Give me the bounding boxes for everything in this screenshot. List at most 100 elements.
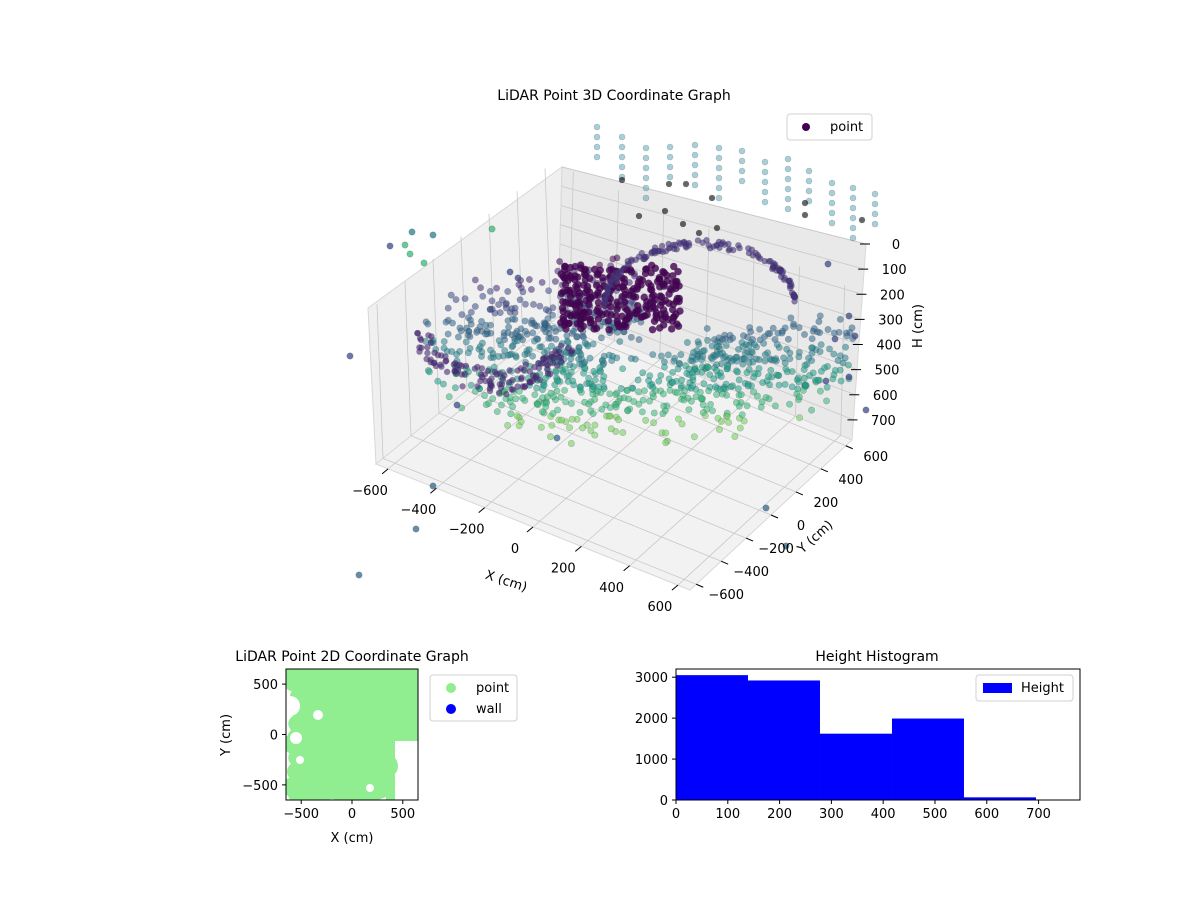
cloud-point	[718, 390, 726, 398]
cloud-point	[549, 311, 557, 319]
cloud-point	[837, 377, 845, 385]
cloud-point	[862, 406, 870, 414]
cloud-point	[706, 400, 714, 408]
cloud-point	[725, 418, 733, 426]
cloud-point	[624, 257, 632, 265]
cloud-point	[572, 282, 580, 291]
cloud-point	[820, 364, 828, 372]
cloud-point	[676, 240, 684, 248]
cloud-point	[635, 336, 643, 344]
cloud-point	[784, 175, 792, 183]
cloud-point	[488, 225, 496, 233]
cloud-point	[679, 220, 687, 228]
cloud-point	[543, 347, 551, 355]
cloud-point	[576, 408, 584, 416]
cloud-point	[659, 390, 667, 398]
cloud-point	[545, 287, 553, 295]
cloud-point	[593, 123, 601, 131]
cloud-point	[734, 368, 742, 376]
scatter-point-2d	[347, 731, 363, 747]
scatter-point-2d	[300, 781, 316, 797]
cloud-point	[795, 324, 803, 332]
cloud-point	[530, 372, 537, 379]
cloud-point	[462, 338, 470, 346]
cloud-point	[452, 296, 460, 304]
cloud-point	[467, 308, 475, 316]
cloud-point	[808, 406, 816, 414]
cloud-point	[808, 335, 816, 343]
cloud-point	[629, 284, 638, 293]
cloud-point	[731, 433, 739, 441]
cloud-point	[740, 417, 748, 425]
cloud-point	[590, 367, 598, 375]
cloud-point	[662, 439, 670, 447]
axes-2d: −500 0 500 −500 0 500	[242, 678, 415, 822]
cloud-point	[533, 335, 541, 343]
cloud-point	[788, 368, 796, 376]
cloud-point	[554, 377, 562, 385]
cloud-point	[728, 357, 736, 365]
cloud-point	[573, 333, 581, 341]
cloud-point	[632, 307, 641, 315]
cloud-point	[506, 351, 514, 359]
cloud-point	[586, 315, 594, 324]
cloud-point	[527, 319, 535, 327]
cloud-point	[745, 341, 753, 349]
cloud-point	[596, 364, 604, 372]
cloud-point	[709, 407, 717, 415]
cloud-point	[736, 424, 744, 432]
z-tick-label-3d: 700	[871, 414, 896, 429]
cloud-point	[586, 354, 594, 362]
cloud-point	[697, 394, 705, 402]
cloud-point	[784, 155, 792, 163]
cloud-point	[581, 364, 589, 372]
cloud-point	[650, 317, 659, 326]
y-tick-label-3d: 600	[863, 450, 888, 465]
cloud-point	[648, 325, 657, 334]
cloud-point	[442, 353, 449, 360]
cloud-point	[591, 376, 599, 384]
cloud-point	[504, 287, 512, 295]
cloud-point	[429, 482, 437, 490]
cloud-point	[690, 433, 698, 441]
gap	[395, 741, 418, 800]
cloud-point	[512, 330, 520, 338]
scatter-point-2d	[319, 786, 333, 800]
cloud-point	[708, 194, 716, 202]
chart-histogram: Height Histogram 0 100 200 300 400 500 600 7000…	[635, 649, 1081, 822]
cloud-point	[514, 367, 521, 374]
cloud-point	[464, 331, 472, 339]
cloud-point	[706, 371, 714, 379]
cloud-point	[487, 346, 495, 354]
y-tick-label-2d: 0	[270, 729, 278, 744]
cloud-point	[738, 411, 746, 419]
cloud-point	[618, 163, 626, 171]
cloud-point	[509, 403, 517, 411]
cloud-point	[744, 382, 752, 390]
cloud-point	[758, 398, 766, 406]
cloud-point	[665, 180, 673, 188]
cloud-point	[669, 368, 677, 376]
cloud-point	[617, 267, 625, 275]
cloud-point	[765, 395, 773, 403]
cloud-point	[538, 278, 546, 286]
cloud-point	[478, 317, 486, 325]
scatter-point-2d	[329, 774, 343, 788]
cloud-point	[689, 382, 697, 390]
cloud-point	[577, 324, 585, 333]
cloud-point	[831, 335, 839, 343]
cloud-point	[537, 360, 545, 368]
cloud-point	[805, 354, 813, 362]
scatter-point-2d	[300, 669, 321, 687]
cloud-point	[522, 361, 530, 368]
cloud-point	[424, 320, 432, 328]
cloud-point	[591, 395, 599, 403]
cloud-point	[537, 423, 545, 431]
cloud-point	[525, 275, 533, 283]
cloud-point	[508, 343, 516, 351]
cloud-point	[580, 333, 588, 341]
legend-label-point-2d: point	[476, 681, 509, 696]
cloud-point	[737, 391, 745, 399]
cloud-point	[488, 297, 496, 305]
